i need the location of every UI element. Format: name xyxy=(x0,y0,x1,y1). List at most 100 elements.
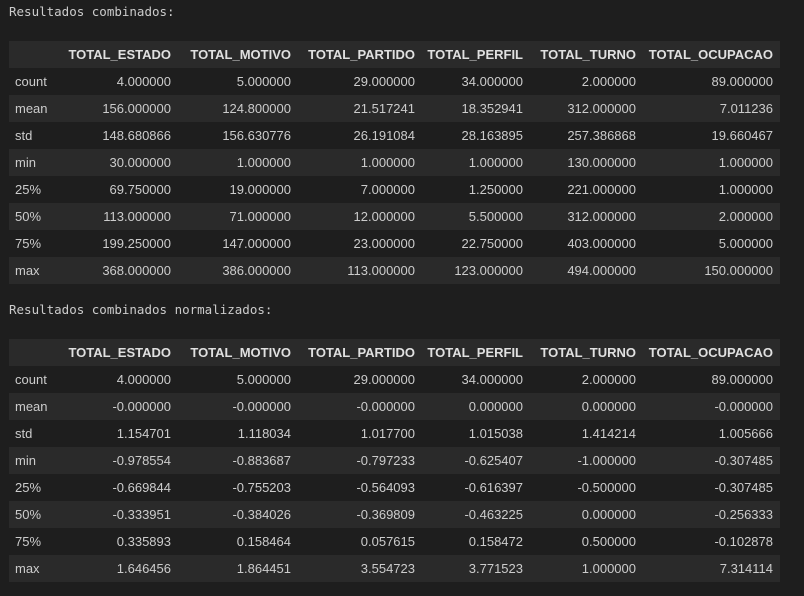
table-cell: 4.000000 xyxy=(116,74,171,89)
table-cell: 113.000000 xyxy=(347,263,415,278)
table-cell: 7.314114 xyxy=(719,561,773,576)
table-cell: -0.000000 xyxy=(112,399,171,414)
row-index-label: 50% xyxy=(15,507,42,522)
table-cell: 3.554723 xyxy=(360,561,415,576)
row-index-label: min xyxy=(15,155,36,170)
table-cell: 0.158472 xyxy=(468,534,523,549)
table-row: count 4.000000 5.000000 29.000000 34.000000 2… xyxy=(9,366,780,393)
column-header: TOTAL_MOTIVO xyxy=(178,339,298,366)
table-cell: 0.000000 xyxy=(581,399,636,414)
table-cell: -0.307485 xyxy=(714,453,773,468)
column-header: TOTAL_PERFIL xyxy=(422,41,530,68)
table-cell: 130.000000 xyxy=(567,155,636,170)
table-cell: 89.000000 xyxy=(711,74,773,89)
table-cell: 19.660467 xyxy=(711,128,773,143)
table-row: min 30.000000 1.000000 1.000000 1.000000 130.… xyxy=(9,149,780,176)
table-cell: 5.000000 xyxy=(236,372,291,387)
table-cell: -0.978554 xyxy=(112,453,171,468)
table-cell: 18.352941 xyxy=(461,101,523,116)
table-cell: -0.256333 xyxy=(714,507,773,522)
table-cell: 1.250000 xyxy=(468,182,523,197)
table-cell: -0.755203 xyxy=(232,480,291,495)
table-cell: 23.000000 xyxy=(353,236,415,251)
row-index-label: max xyxy=(15,561,40,576)
table-cell: -0.797233 xyxy=(356,453,415,468)
table-cell: 2.000000 xyxy=(718,209,773,224)
table-cell: -1.000000 xyxy=(577,453,636,468)
table-cell: 368.000000 xyxy=(102,263,171,278)
output-caption: Resultados combinados: xyxy=(9,4,175,19)
table-cell: 1.000000 xyxy=(468,155,523,170)
row-index-label: min xyxy=(15,453,36,468)
table-cell: 0.000000 xyxy=(468,399,523,414)
column-header: TOTAL_TURNO xyxy=(530,339,643,366)
table-cell: 5.500000 xyxy=(468,209,523,224)
table-cell: 1.414214 xyxy=(581,426,636,441)
table-cell: 403.000000 xyxy=(567,236,636,251)
table-cell: 29.000000 xyxy=(353,372,415,387)
column-header: TOTAL_TURNO xyxy=(530,41,643,68)
table-cell: 0.057615 xyxy=(360,534,415,549)
table-cell: -0.564093 xyxy=(356,480,415,495)
table-cell: 0.500000 xyxy=(581,534,636,549)
row-index-label: mean xyxy=(15,399,48,414)
table-cell: 156.630776 xyxy=(222,128,291,143)
table-cell: -0.384026 xyxy=(232,507,291,522)
table-cell: 150.000000 xyxy=(704,263,773,278)
table-cell: 199.250000 xyxy=(102,236,171,251)
table-cell: -0.000000 xyxy=(232,399,291,414)
table-cell: 7.011236 xyxy=(719,101,773,116)
table-cell: 71.000000 xyxy=(229,209,291,224)
column-header: TOTAL_MOTIVO xyxy=(178,41,298,68)
table-cell: 7.000000 xyxy=(360,182,415,197)
row-index-label: std xyxy=(15,128,33,143)
table-cell: 1.000000 xyxy=(718,182,773,197)
table-cell: 3.771523 xyxy=(468,561,523,576)
table-cell: 69.750000 xyxy=(109,182,171,197)
dataframe-table: TOTAL_ESTADO TOTAL_MOTIVO TOTAL_PARTIDO … xyxy=(9,339,780,582)
row-index-label: 50% xyxy=(15,209,42,224)
column-header: TOTAL_ESTADO xyxy=(58,41,178,68)
table-cell: -0.307485 xyxy=(714,480,773,495)
table-cell: -0.333951 xyxy=(112,507,171,522)
table-cell: 12.000000 xyxy=(353,209,415,224)
table-cell: 26.191084 xyxy=(353,128,415,143)
row-index-label: 75% xyxy=(15,236,42,251)
table-cell: 4.000000 xyxy=(116,372,171,387)
table-cell: -0.000000 xyxy=(714,399,773,414)
table-cell: 5.000000 xyxy=(236,74,291,89)
table-cell: 113.000000 xyxy=(103,209,171,224)
table-cell: 19.000000 xyxy=(229,182,291,197)
table-cell: 34.000000 xyxy=(461,74,523,89)
table-cell: 2.000000 xyxy=(581,74,636,89)
table-cell: 5.000000 xyxy=(718,236,773,251)
table-row: 50% -0.333951 -0.384026 -0.369809 -0.463225 0… xyxy=(9,501,780,528)
table-row: count 4.000000 5.000000 29.000000 34.000000 2… xyxy=(9,68,780,95)
column-header: TOTAL_PARTIDO xyxy=(298,41,422,68)
table-cell: 22.750000 xyxy=(461,236,523,251)
row-index-label: std xyxy=(15,426,33,441)
output-block-normalized: Resultados combinados normalizados: TOTA… xyxy=(9,301,780,582)
table-row: min -0.978554 -0.883687 -0.797233 -0.625407 -… xyxy=(9,447,780,474)
column-header: TOTAL_OCUPACAO xyxy=(643,339,780,366)
row-index-label: count xyxy=(15,372,47,387)
table-cell: 89.000000 xyxy=(711,372,773,387)
table-row: max 368.000000 386.000000 113.000000 123.000… xyxy=(9,257,780,284)
table-row: 25% -0.669844 -0.755203 -0.564093 -0.616397 -… xyxy=(9,474,780,501)
dataframe-table: TOTAL_ESTADO TOTAL_MOTIVO TOTAL_PARTIDO … xyxy=(9,41,780,284)
table-cell: 494.000000 xyxy=(567,263,636,278)
table-cell: 21.517241 xyxy=(353,101,415,116)
table-cell: 2.000000 xyxy=(581,372,636,387)
table-cell: 1.646456 xyxy=(116,561,171,576)
table-cell: -0.616397 xyxy=(464,480,523,495)
row-index-label: 25% xyxy=(15,182,42,197)
table-cell: 1.017700 xyxy=(360,426,415,441)
table-cell: -0.625407 xyxy=(464,453,523,468)
table-header-row: TOTAL_ESTADO TOTAL_MOTIVO TOTAL_PARTIDO … xyxy=(9,41,780,68)
table-cell: 0.000000 xyxy=(581,507,636,522)
index-header xyxy=(9,41,58,68)
table-cell: 386.000000 xyxy=(222,263,291,278)
table-cell: 123.000000 xyxy=(454,263,523,278)
row-index-label: 25% xyxy=(15,480,42,495)
table-cell: 34.000000 xyxy=(461,372,523,387)
